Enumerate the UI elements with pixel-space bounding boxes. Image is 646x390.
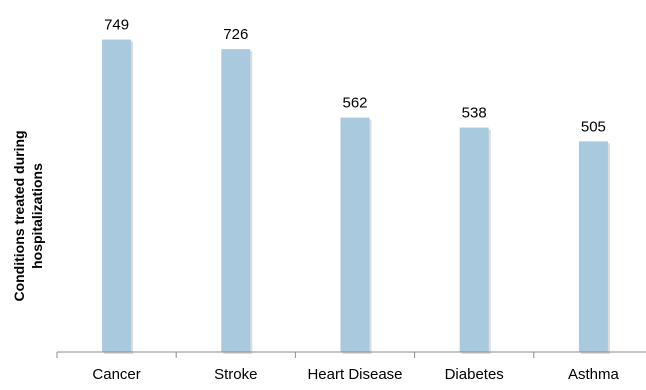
data-label-diabetes: 538	[462, 105, 487, 122]
data-label-cancer: 749	[104, 17, 129, 34]
x-tick-label-stroke: Stroke	[214, 366, 257, 383]
bar-heart-disease	[340, 117, 370, 352]
bar-asthma	[578, 141, 608, 352]
data-label-heart-disease: 562	[342, 95, 367, 112]
y-axis-title: Conditions treated during hospitalizatio…	[11, 130, 45, 301]
data-label-stroke: 726	[223, 26, 248, 43]
y-axis-title-line-2: hospitalizations	[29, 163, 45, 269]
bar-cancer	[102, 39, 132, 352]
bar-diabetes	[459, 127, 489, 352]
x-tick-label-cancer: Cancer	[92, 366, 140, 383]
data-labels: 749 726 562 538 505	[104, 17, 606, 136]
x-axis	[56, 351, 646, 358]
bars	[102, 39, 608, 352]
x-tick-label-heart-disease: Heart Disease	[307, 366, 402, 383]
y-axis-title-line-1: Conditions treated during	[11, 130, 27, 301]
bar-stroke	[221, 49, 251, 352]
data-label-asthma: 505	[581, 118, 606, 135]
x-tick-label-diabetes: Diabetes	[445, 366, 504, 383]
x-axis-tick-labels: Cancer Stroke Heart Disease Diabetes Asthma	[92, 366, 619, 383]
x-tick-label-asthma: Asthma	[568, 366, 620, 383]
